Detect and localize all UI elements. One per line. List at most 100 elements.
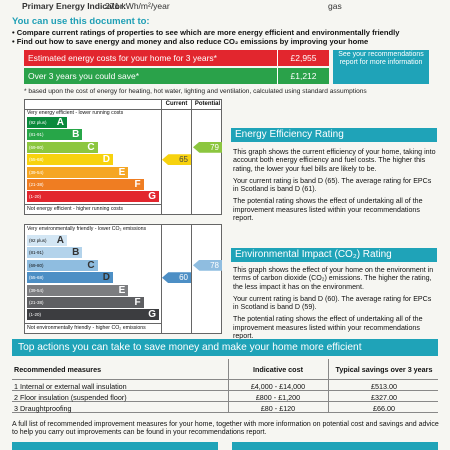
band-letter: E [118, 284, 126, 296]
current-rating-arrow: 65 [162, 154, 191, 166]
current-column [161, 225, 192, 333]
ei-paragraph-1: This graph shows the effect of your home… [233, 266, 434, 291]
ei-paragraph-3: The potential rating shows the effect of… [233, 315, 423, 341]
environmental-impact-chart: Very environmentally friendly - lower CO… [24, 224, 222, 334]
cost-cell: £80 - £120 [260, 404, 296, 413]
savings-cell: £327.00 [371, 393, 397, 402]
pei-label: Primary Energy Indicator: [22, 1, 126, 11]
column-divider [328, 391, 329, 401]
ei-title: Environmental Impact (CO₂) Rating [231, 248, 437, 262]
column-divider [228, 359, 229, 379]
band-range: (81-91) [29, 132, 44, 138]
estimated-costs-row: Estimated energy costs for your home for… [24, 50, 329, 66]
rating-band-c: (69-80) C [27, 259, 98, 271]
rating-band-f: (21-38) F [27, 297, 144, 308]
potential-column [192, 100, 223, 214]
measure-cell: 2 Floor insulation (suspended floor) [14, 393, 127, 402]
rating-band-b: (81-91) B [27, 247, 83, 259]
table-row: 2 Floor insulation (suspended floor) £80… [12, 391, 438, 402]
rating-band-b: (81-91) B [27, 129, 83, 141]
rating-band-g: (1-20) G [27, 309, 159, 321]
use-document-bullets: • Compare current ratings of properties … [12, 28, 400, 46]
footer-divider [25, 323, 161, 324]
fuel-fragment: gas [328, 1, 342, 11]
bottom-banner-left [12, 442, 218, 450]
energy-efficiency-chart: Current Potential Very energy efficient … [24, 99, 222, 215]
rating-band-g: (1-20) G [27, 191, 159, 203]
savings-cell: £66.00 [373, 404, 395, 413]
cost-cell: £800 - £1,200 [255, 393, 301, 402]
pei-value: 271 kWh/m²/year [105, 1, 170, 11]
header-measures: Recommended measures [14, 365, 102, 374]
table-row: 1 Internal or external wall insulation £… [12, 380, 438, 391]
rating-band-d: (55-68) D [27, 154, 113, 166]
bullet-item: • Find out how to save energy and money … [12, 37, 369, 46]
rating-band-c: (69-80) C [27, 141, 98, 153]
rating-band-f: (21-38) F [27, 179, 144, 190]
column-divider [228, 380, 229, 390]
bottom-caption: Not energy efficient - higher running co… [27, 206, 123, 212]
current-column [161, 100, 192, 214]
measure-cell: 3 Draughtproofing [14, 404, 72, 413]
estimated-costs-value: £2,955 [277, 50, 329, 66]
band-letter: D [102, 272, 110, 284]
band-range: (1-20) [29, 312, 42, 318]
current-header: Current [165, 101, 188, 107]
measure-cell: 1 Internal or external wall insulation [14, 382, 127, 391]
rating-band-a: (92 plus) A [27, 235, 67, 246]
potential-header: Potential [194, 101, 221, 107]
band-range: (21-38) [29, 182, 44, 187]
savings-label: Over 3 years you could save* [28, 71, 140, 81]
bottom-banner [12, 442, 438, 450]
band-letter: C [87, 141, 95, 153]
ee-paragraph-1: This graph shows the current efficiency … [233, 148, 436, 173]
see-recommendations-box: See your recommendations report for more… [333, 50, 429, 84]
potential-rating-arrow: 78 [193, 259, 222, 271]
top-caption: Very energy efficient - lower running co… [27, 110, 124, 116]
band-letter: A [56, 117, 64, 128]
cost-cell: £4,000 - £14,000 [250, 382, 306, 391]
band-range: (39-54) [29, 287, 44, 293]
band-letter: E [118, 166, 126, 178]
column-divider [328, 359, 329, 379]
band-range: (39-54) [29, 169, 44, 175]
header-cost: Indicative cost [253, 365, 303, 374]
estimated-costs-label: Estimated energy costs for your home for… [28, 53, 217, 63]
band-letter: D [102, 154, 110, 166]
column-divider [328, 380, 329, 390]
band-range: (69-80) [29, 144, 44, 150]
column-divider [228, 402, 229, 412]
ei-description: This graph shows the effect of your home… [233, 266, 438, 344]
table-row: 3 Draughtproofing £80 - £120 £66.00 [12, 402, 438, 413]
ee-paragraph-2: Your current rating is band D (65). The … [233, 176, 432, 194]
band-letter: F [134, 297, 141, 308]
column-divider [328, 402, 329, 412]
potential-column [192, 225, 223, 333]
bottom-caption: Not environmentally friendly - higher CO… [27, 325, 146, 331]
cost-footnote: * based upon the cost of energy for heat… [24, 88, 367, 95]
band-range: (69-80) [29, 262, 44, 268]
rating-band-e: (39-54) E [27, 166, 129, 178]
band-letter: G [148, 309, 156, 321]
rating-band-e: (39-54) E [27, 284, 129, 296]
top-actions-title: Top actions you can take to save money a… [12, 339, 438, 356]
band-range: (92 plus) [29, 120, 47, 125]
savings-value: £1,212 [277, 68, 329, 84]
band-letter: C [87, 259, 95, 271]
table-header-row: Recommended measures Indicative cost Typ… [12, 359, 438, 380]
band-range: (1-20) [29, 194, 42, 200]
rating-band-d: (55-68) D [27, 272, 113, 284]
band-range: (81-91) [29, 250, 44, 256]
band-range: (21-38) [29, 300, 44, 305]
band-letter: G [148, 191, 156, 203]
ee-paragraph-3: The potential rating shows the effect of… [233, 197, 423, 223]
savings-cell: £513.00 [371, 382, 397, 391]
footer-divider [25, 204, 161, 205]
band-range: (55-68) [29, 157, 44, 163]
band-letter: B [72, 247, 80, 259]
top-caption: Very environmentally friendly - lower CO… [27, 226, 147, 232]
band-letter: A [56, 235, 64, 246]
ee-description: This graph shows the current efficiency … [233, 148, 438, 226]
rating-band-a: (92 plus) A [27, 117, 67, 128]
